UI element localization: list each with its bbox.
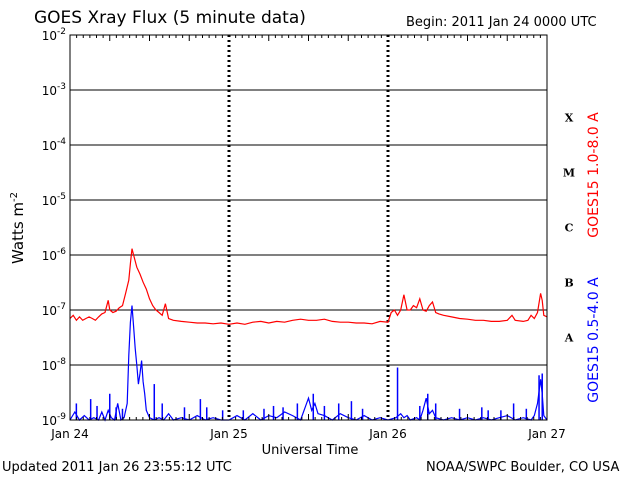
x-tick-label: Jan 27 xyxy=(527,427,566,441)
svg-text:Watts m-2: Watts m-2 xyxy=(9,192,27,264)
legend-layer: GOES15 1.0-8.0 A GOES15 0.5-4.0 A xyxy=(586,112,602,403)
series-layer xyxy=(69,248,548,422)
y-axis-label-base: Watts m xyxy=(9,202,27,264)
legend-label: GOES15 1.0-8.0 A xyxy=(586,112,602,238)
legend-label: GOES15 0.5-4.0 A xyxy=(586,277,602,403)
legend-entry: GOES15 0.5-4.0 A xyxy=(586,277,602,403)
y-tick-label: 10-8 xyxy=(42,357,67,373)
y-tick-label: 10-6 xyxy=(42,247,67,263)
series-line xyxy=(69,248,548,325)
y-tick-label: 10-3 xyxy=(42,82,66,98)
credit-label: NOAA/SWPC Boulder, CO USA xyxy=(426,460,620,475)
flare-class-label: X xyxy=(565,112,574,125)
flare-class-label: M xyxy=(563,167,575,180)
y-tick-label: 10-5 xyxy=(42,192,66,208)
begin-label: Begin: 2011 Jan 24 0000 UTC xyxy=(406,15,597,30)
y-tick-label: 10-7 xyxy=(42,302,66,318)
x-axis-label: Universal Time xyxy=(262,443,359,458)
chart-title: GOES Xray Flux (5 minute data) xyxy=(34,8,306,28)
flare-class-label: C xyxy=(565,222,574,235)
x-tick-label: Jan 26 xyxy=(368,427,407,441)
legend-entry: GOES15 1.0-8.0 A xyxy=(586,112,602,238)
series-line xyxy=(69,305,548,422)
flare-class-label: A xyxy=(564,332,574,345)
x-tick-label: Jan 24 xyxy=(50,427,89,441)
y-axis-label-exp: -2 xyxy=(9,192,20,202)
y-axis-label: Watts m-2 xyxy=(9,192,27,264)
y-tick-label: 10-4 xyxy=(42,137,67,153)
updated-timestamp: Updated 2011 Jan 26 23:55:12 UTC xyxy=(2,460,232,475)
y-tick-label: 10-2 xyxy=(42,27,66,43)
y-tick-label: 10-9 xyxy=(42,412,67,428)
flare-class-label: B xyxy=(564,277,573,290)
x-tick-label: Jan 25 xyxy=(209,427,248,441)
